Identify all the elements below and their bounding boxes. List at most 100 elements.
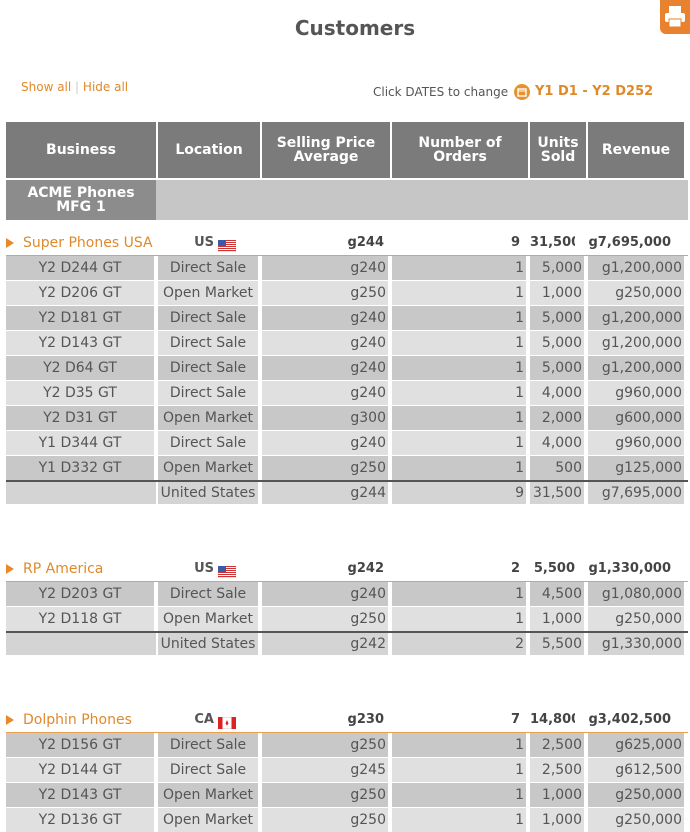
total-blank — [6, 633, 156, 655]
customer-name[interactable]: Dolphin Phones — [23, 712, 132, 728]
row-cell: g250 — [262, 281, 388, 305]
row-cell: 1 — [392, 431, 526, 455]
row-cell: Y2 D206 GT — [6, 281, 154, 305]
row-cell: 1 — [392, 256, 526, 280]
expand-arrow[interactable] — [6, 564, 14, 574]
group-underline — [6, 255, 688, 256]
country-code: CA — [194, 712, 214, 727]
row-cell: Y2 D143 GT — [6, 783, 154, 807]
row-cell: Y2 D181 GT — [6, 306, 154, 330]
total-blank — [6, 482, 156, 504]
row-cell: g250,000 — [588, 281, 684, 305]
group-value: g242 — [347, 561, 384, 576]
row-cell: Direct Sale — [158, 431, 258, 455]
row-cell: g125,000 — [588, 456, 684, 480]
row-cell: g240 — [262, 256, 388, 280]
row-cell: Y1 D332 GT — [6, 456, 154, 480]
expand-arrow[interactable] — [6, 715, 14, 725]
row-cell: Open Market — [158, 281, 258, 305]
row-cell: Direct Sale — [158, 356, 258, 380]
group-value: 5,500 — [533, 561, 575, 576]
column-header: Location — [158, 122, 260, 178]
row-cell: g250 — [262, 808, 388, 832]
row-cell: g250 — [262, 733, 388, 757]
row-cell: 1 — [392, 582, 526, 606]
row-cell: 5,000 — [530, 306, 584, 330]
row-cell: 2,500 — [530, 758, 584, 782]
row-cell: Direct Sale — [158, 331, 258, 355]
customer-name[interactable]: RP America — [23, 561, 104, 577]
group-value: 7 — [510, 712, 520, 727]
row-cell: Direct Sale — [158, 733, 258, 757]
row-cell: Open Market — [158, 406, 258, 430]
row-cell: 1,000 — [530, 783, 584, 807]
print-icon — [665, 6, 685, 28]
separator: | — [75, 80, 80, 94]
row-cell: g625,000 — [588, 733, 684, 757]
row-cell: g240 — [262, 306, 388, 330]
row-cell: Y2 D31 GT — [6, 406, 154, 430]
customer-name[interactable]: Super Phones USA — [23, 235, 153, 251]
column-header: Business — [6, 122, 156, 178]
row-cell: g250 — [262, 456, 388, 480]
show-all[interactable]: Show all — [21, 80, 72, 94]
total-cell: 31,500 — [530, 482, 584, 504]
total-cell: g1,330,000 — [588, 633, 684, 655]
column-header: Selling Price Average — [262, 122, 390, 178]
row-cell: g300 — [262, 406, 388, 430]
row-cell: Open Market — [158, 456, 258, 480]
row-cell: 1 — [392, 331, 526, 355]
column-header: Units Sold — [530, 122, 586, 178]
country-flag — [217, 563, 237, 579]
row-cell: 1 — [392, 783, 526, 807]
group-value: 2 — [510, 561, 520, 576]
calendar-icon[interactable] — [514, 84, 530, 100]
row-cell: 4,000 — [530, 431, 584, 455]
total-cell: g242 — [262, 633, 388, 655]
total-line — [6, 480, 688, 482]
row-cell: g250 — [262, 783, 388, 807]
row-cell: Open Market — [158, 783, 258, 807]
row-cell: g960,000 — [588, 431, 684, 455]
row-cell: 1 — [392, 306, 526, 330]
company-name: ACME Phones MFG 1 — [6, 180, 156, 220]
print-button[interactable] — [660, 0, 690, 34]
country-flag — [217, 714, 237, 730]
row-cell: 1 — [392, 406, 526, 430]
page-title: Customers — [294, 16, 416, 40]
row-cell: g250,000 — [588, 783, 684, 807]
row-cell: g1,200,000 — [588, 331, 684, 355]
row-cell: g240 — [262, 431, 388, 455]
row-cell: 2,500 — [530, 733, 584, 757]
row-cell: Y2 D64 GT — [6, 356, 154, 380]
row-cell: 2,000 — [530, 406, 584, 430]
row-cell: g1,200,000 — [588, 306, 684, 330]
row-cell: Y2 D136 GT — [6, 808, 154, 832]
hide-all[interactable]: Hide all — [82, 80, 129, 94]
row-cell: g250 — [262, 607, 388, 631]
row-cell: Y2 D244 GT — [6, 256, 154, 280]
row-cell: g240 — [262, 582, 388, 606]
row-cell: g600,000 — [588, 406, 684, 430]
group-underline — [6, 581, 688, 582]
row-cell: g240 — [262, 356, 388, 380]
row-cell: g960,000 — [588, 381, 684, 405]
row-cell: 1 — [392, 381, 526, 405]
row-cell: 4,500 — [530, 582, 584, 606]
row-cell: Direct Sale — [158, 381, 258, 405]
row-cell: Direct Sale — [158, 306, 258, 330]
date-range[interactable]: Y1 D1 - Y2 D252 — [535, 84, 654, 99]
row-cell: Y2 D156 GT — [6, 733, 154, 757]
row-cell: 1,000 — [530, 281, 584, 305]
row-cell: Direct Sale — [158, 582, 258, 606]
total-line — [6, 631, 688, 633]
row-cell: g1,080,000 — [588, 582, 684, 606]
row-cell: Open Market — [158, 808, 258, 832]
group-value: g230 — [347, 712, 384, 727]
row-cell: 1 — [392, 808, 526, 832]
total-cell: United States — [158, 482, 258, 504]
row-cell: Direct Sale — [158, 758, 258, 782]
row-cell: 5,000 — [530, 256, 584, 280]
expand-arrow[interactable] — [6, 238, 14, 248]
